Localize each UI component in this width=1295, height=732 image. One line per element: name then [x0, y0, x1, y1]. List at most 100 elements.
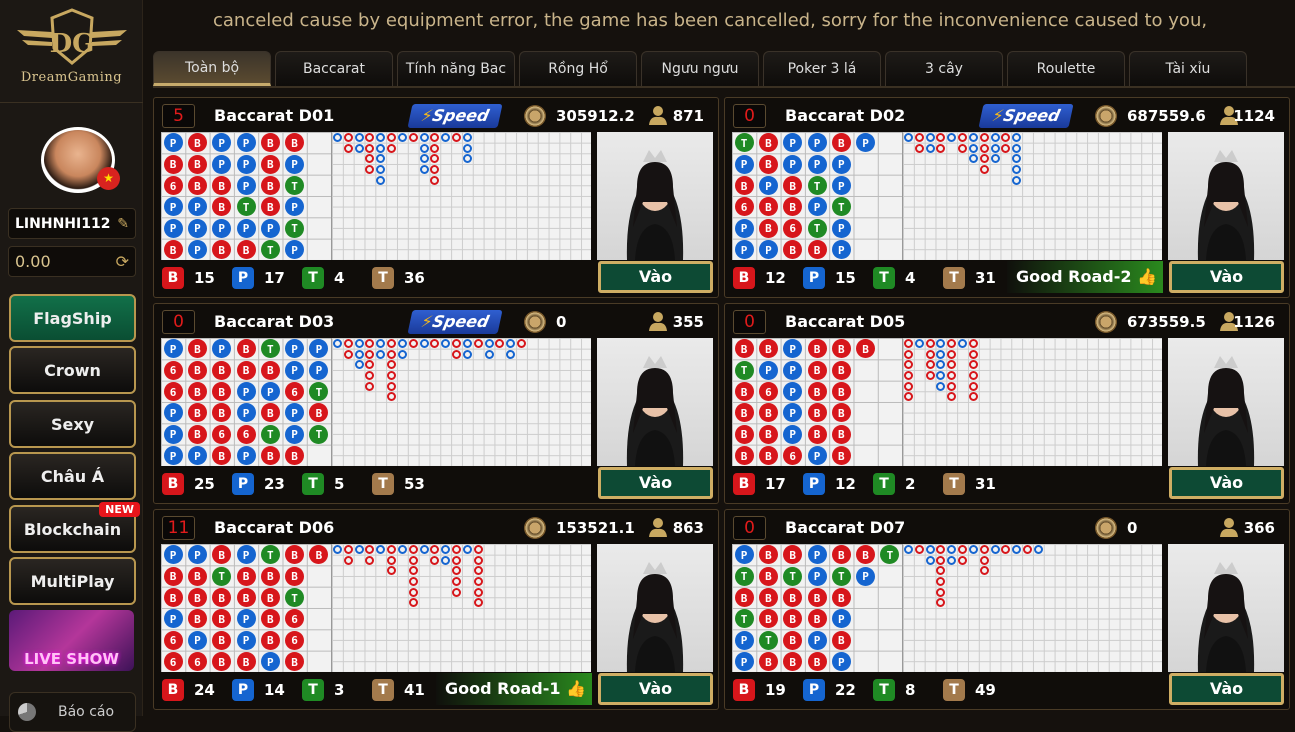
big-road-banker	[968, 339, 978, 348]
table-card[interactable]: 5 Baccarat D01 ⚡Speed 305912.2 871 PBPPB…	[153, 97, 719, 298]
big-road-player	[1012, 133, 1022, 142]
refresh-icon[interactable]: ⟳	[115, 252, 129, 271]
bead-player	[187, 545, 207, 565]
big-road	[331, 338, 591, 466]
banker-count: 17	[765, 475, 786, 493]
bead-row: PB6TP	[740, 222, 863, 236]
total-count: 41	[404, 681, 425, 699]
tab-3[interactable]: Rồng Hổ	[519, 51, 637, 86]
sidebar-item-label: FlagShip	[33, 308, 112, 328]
report-button[interactable]: Báo cáo	[9, 692, 136, 732]
tab-5[interactable]: Poker 3 lá	[763, 51, 881, 86]
round-count: 0	[733, 104, 766, 128]
big-road-player	[968, 545, 978, 554]
tab-0[interactable]: Toàn bộ	[153, 51, 271, 86]
big-road-banker	[387, 566, 397, 576]
sidebar-item-crown[interactable]: Crown	[9, 346, 136, 394]
speed-label: Speed	[430, 312, 491, 331]
enter-table-button[interactable]: Vào	[598, 467, 713, 499]
total-count: 31	[975, 269, 996, 287]
enter-table-button[interactable]: Vào	[598, 673, 713, 705]
big-road-player	[462, 545, 472, 554]
player-count: 355	[672, 313, 704, 331]
player-count: 1126	[1233, 313, 1275, 331]
bead-banker	[260, 154, 280, 174]
live-show-banner[interactable]: LIVE SHOW	[9, 610, 134, 671]
bead-banker	[260, 175, 280, 195]
big-road-player	[397, 339, 407, 348]
table-card[interactable]: 0 Baccarat D03 ⚡Speed 0 355 PBPBTPP 6BBBB…	[153, 303, 719, 504]
big-road-banker	[925, 360, 935, 370]
total-count: 53	[404, 475, 425, 493]
big-road-player	[419, 165, 429, 174]
table-card[interactable]: 0 Baccarat D02 ⚡Speed 687559.6 1124 TBPP…	[724, 97, 1290, 298]
big-road-banker	[925, 339, 935, 348]
round-count: 11	[162, 516, 195, 540]
big-road-player	[506, 339, 516, 348]
tab-6[interactable]: 3 cây	[885, 51, 1003, 86]
bead-banker	[285, 445, 305, 465]
enter-table-button[interactable]: Vào	[1169, 673, 1284, 705]
big-road-banker	[958, 545, 968, 554]
enter-table-button[interactable]: Vào	[1169, 261, 1284, 293]
good-road-badge: Good Road-1 👍	[436, 673, 592, 705]
big-road-player	[914, 339, 924, 348]
bead-player	[783, 424, 803, 444]
bead-banker	[187, 587, 207, 607]
table-card[interactable]: 0 Baccarat D07 0 366 PBBPBBT TBTPTP BBBBB T…	[724, 509, 1290, 710]
bead-banker	[758, 403, 778, 423]
bead-banker	[807, 360, 827, 380]
big-road-banker	[968, 392, 978, 402]
bead-banker	[187, 154, 207, 174]
round-count: 0	[162, 310, 195, 334]
bead-banker	[783, 609, 803, 629]
sidebar-item-sexy[interactable]: Sexy	[9, 400, 136, 448]
avatar[interactable]	[41, 127, 115, 193]
total-icon: T	[372, 267, 394, 289]
big-road-banker	[408, 587, 418, 597]
sidebar-item-multiplay[interactable]: MultiPlay	[9, 557, 136, 605]
big-road-player	[925, 555, 935, 565]
tie-icon: T	[302, 679, 324, 701]
new-badge: NEW	[99, 502, 140, 517]
tab-7[interactable]: Roulette	[1007, 51, 1125, 86]
bead-banker	[163, 175, 183, 195]
roadmap: PPBPTBB BBTBBB BBBBBT PBBPB6 6PBPB6 66BBPB	[161, 544, 591, 672]
table-card[interactable]: 11 Baccarat D06 153521.1 863 PPBPTBB BBTB…	[153, 509, 719, 710]
big-road-player	[947, 555, 957, 565]
enter-table-button[interactable]: Vào	[1169, 467, 1284, 499]
tab-4[interactable]: Ngưu ngưu	[641, 51, 759, 86]
tab-8[interactable]: Tài xỉu	[1129, 51, 1247, 86]
chip-icon	[524, 517, 546, 539]
bead-banker	[734, 424, 754, 444]
bead-player	[236, 133, 256, 153]
sidebar-item-flagship[interactable]: FlagShip	[9, 294, 136, 342]
edit-pencil-icon[interactable]: ✎	[117, 215, 129, 232]
bet-amount: 153521.1	[556, 519, 635, 537]
bead-banker	[212, 424, 232, 444]
thumbs-up-icon: 👍	[566, 679, 586, 698]
enter-table-button[interactable]: Vào	[598, 261, 713, 293]
big-road-banker	[452, 339, 462, 348]
sidebar-item-chu[interactable]: Châu Á	[9, 452, 136, 500]
bead-banker	[758, 154, 778, 174]
bead-banker	[212, 630, 232, 650]
bead-player	[285, 424, 305, 444]
player-count-stat: 17	[264, 269, 285, 287]
bead-banker	[163, 651, 183, 671]
bead-banker	[260, 587, 280, 607]
bead-banker	[187, 403, 207, 423]
big-road-banker	[430, 133, 440, 142]
big-road-player	[354, 349, 364, 359]
table-card[interactable]: 0 Baccarat D05 673559.5 1126 BBPBBB TPPBB…	[724, 303, 1290, 504]
big-road-player	[904, 545, 913, 554]
tab-1[interactable]: Baccarat	[275, 51, 393, 86]
tab-2[interactable]: Tính năng Bac	[397, 51, 515, 86]
bead-player	[734, 651, 754, 671]
bead-road: PBPBTPP 6BBBBPP 6BBPP6T PBBPBPB PB66TPT PPBPB…	[161, 338, 331, 466]
big-road-player	[376, 349, 386, 359]
sidebar-item-blockchain[interactable]: Blockchain NEW	[9, 502, 140, 553]
bead-player	[285, 403, 305, 423]
bead-banker	[807, 609, 827, 629]
big-road-banker	[968, 349, 978, 359]
